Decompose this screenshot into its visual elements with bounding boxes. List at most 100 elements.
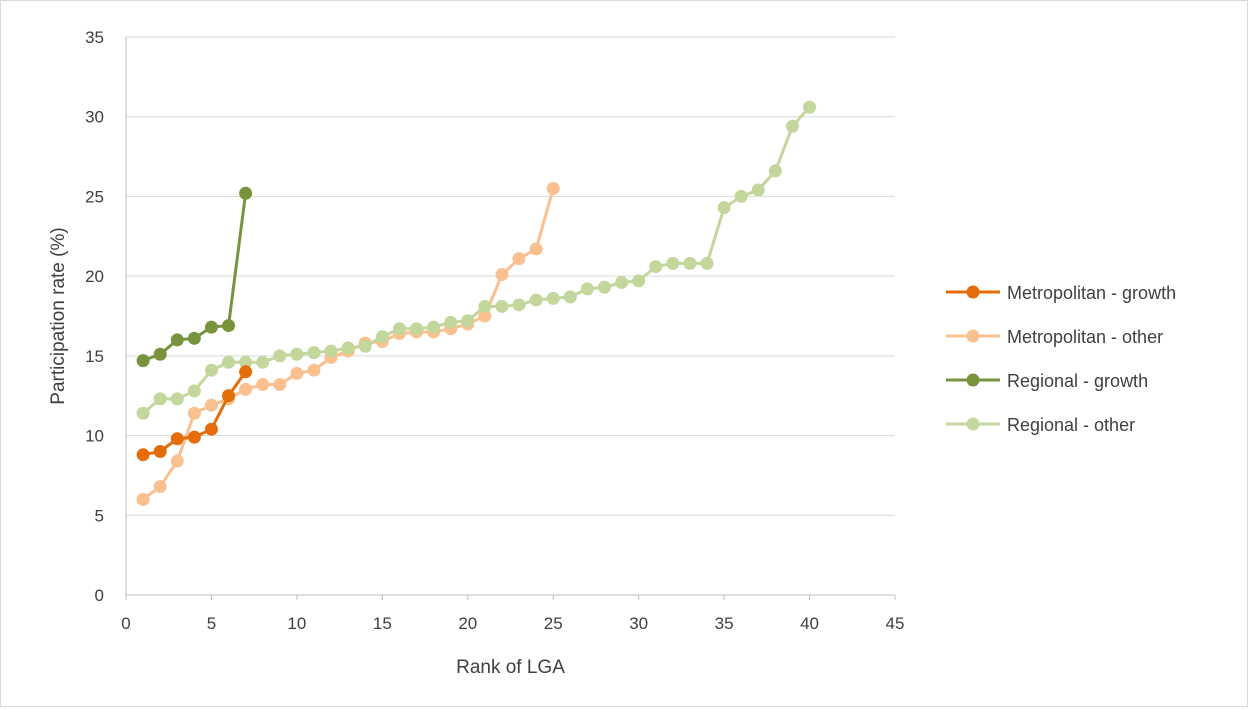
- gridlines: [126, 36, 895, 516]
- series-layer: [136, 100, 817, 506]
- data-point: [751, 183, 765, 197]
- data-point: [187, 430, 201, 444]
- data-point: [204, 320, 218, 334]
- axes: [125, 37, 895, 596]
- y-tick-labels: 0 5 10 15 20 25 30 35: [85, 28, 104, 605]
- data-point: [307, 346, 321, 360]
- data-point: [273, 378, 287, 392]
- data-point: [239, 365, 253, 379]
- data-point: [136, 492, 150, 506]
- data-point: [632, 274, 646, 288]
- x-tick-label: 5: [207, 614, 216, 633]
- data-point: [204, 363, 218, 377]
- legend-entry: Regional - growth: [946, 371, 1148, 391]
- data-point: [717, 201, 731, 215]
- data-point: [187, 384, 201, 398]
- data-point: [153, 445, 167, 459]
- data-point: [273, 349, 287, 363]
- legend-entry: Regional - other: [946, 415, 1135, 435]
- data-point: [239, 355, 253, 369]
- data-point: [375, 330, 389, 344]
- legend-entry: Metropolitan - growth: [946, 283, 1176, 303]
- data-point: [683, 256, 697, 270]
- data-point: [170, 392, 184, 406]
- data-point: [546, 181, 560, 195]
- legend-label: Regional - growth: [1007, 371, 1148, 391]
- data-point: [256, 378, 270, 392]
- data-point: [170, 333, 184, 347]
- data-point: [478, 299, 492, 313]
- data-point: [341, 341, 355, 355]
- x-tick-label: 25: [544, 614, 563, 633]
- data-point: [512, 298, 526, 312]
- legend-label: Regional - other: [1007, 415, 1135, 435]
- data-point: [529, 242, 543, 256]
- data-point: [768, 164, 782, 178]
- y-tick-label: 25: [85, 187, 104, 206]
- data-point: [187, 406, 201, 420]
- series-regional-growth: [136, 186, 253, 368]
- data-point: [222, 319, 236, 333]
- x-tick-label: 45: [886, 614, 905, 633]
- y-tick-label: 35: [85, 28, 104, 47]
- data-point: [615, 276, 629, 290]
- data-point: [512, 252, 526, 266]
- data-point: [136, 354, 150, 368]
- x-tick-label: 40: [800, 614, 819, 633]
- data-point: [204, 422, 218, 436]
- data-point: [495, 299, 509, 313]
- data-point: [700, 256, 714, 270]
- data-point: [290, 347, 304, 361]
- series-regional-other: [136, 100, 817, 420]
- data-point: [290, 366, 304, 380]
- y-tick-label: 30: [85, 108, 104, 127]
- data-point: [222, 389, 236, 403]
- data-point: [427, 320, 441, 334]
- y-tick-label: 15: [85, 347, 104, 366]
- data-point: [666, 256, 680, 270]
- data-point: [546, 291, 560, 305]
- data-point: [204, 398, 218, 412]
- data-point: [529, 293, 543, 307]
- data-point: [649, 260, 663, 274]
- data-point: [444, 315, 458, 329]
- legend-swatch-marker: [966, 329, 980, 343]
- data-point: [410, 322, 424, 336]
- x-tick-label: 30: [629, 614, 648, 633]
- data-point: [478, 309, 492, 323]
- data-point: [153, 347, 167, 361]
- data-point: [563, 290, 577, 304]
- data-point: [222, 355, 236, 369]
- y-tick-label: 10: [85, 427, 104, 446]
- legend-swatch-marker: [966, 285, 980, 299]
- legend-swatch-marker: [966, 417, 980, 431]
- series-metropolitan-growth: [136, 365, 253, 462]
- y-tick-label: 5: [95, 506, 104, 525]
- x-tick-label: 0: [121, 614, 130, 633]
- legend-label: Metropolitan - growth: [1007, 283, 1176, 303]
- x-tick-labels: 0 5 10 15 20 25 30 35 40 45: [121, 595, 904, 633]
- x-tick-label: 10: [287, 614, 306, 633]
- data-point: [461, 314, 475, 328]
- data-point: [358, 339, 372, 353]
- legend: Metropolitan - growth Metropolitan - othe…: [946, 283, 1176, 435]
- data-point: [187, 331, 201, 345]
- legend-label: Metropolitan - other: [1007, 327, 1163, 347]
- data-point: [256, 355, 270, 369]
- x-tick-label: 20: [458, 614, 477, 633]
- x-tick-label: 35: [715, 614, 734, 633]
- data-point: [392, 322, 406, 336]
- legend-entry: Metropolitan - other: [946, 327, 1163, 347]
- data-point: [170, 454, 184, 468]
- x-tick-label: 15: [373, 614, 392, 633]
- data-point: [136, 448, 150, 462]
- data-point: [597, 280, 611, 294]
- data-point: [239, 186, 253, 200]
- data-point: [803, 100, 817, 114]
- data-point: [153, 392, 167, 406]
- data-point: [785, 119, 799, 133]
- data-point: [239, 382, 253, 396]
- y-tick-label: 0: [95, 586, 104, 605]
